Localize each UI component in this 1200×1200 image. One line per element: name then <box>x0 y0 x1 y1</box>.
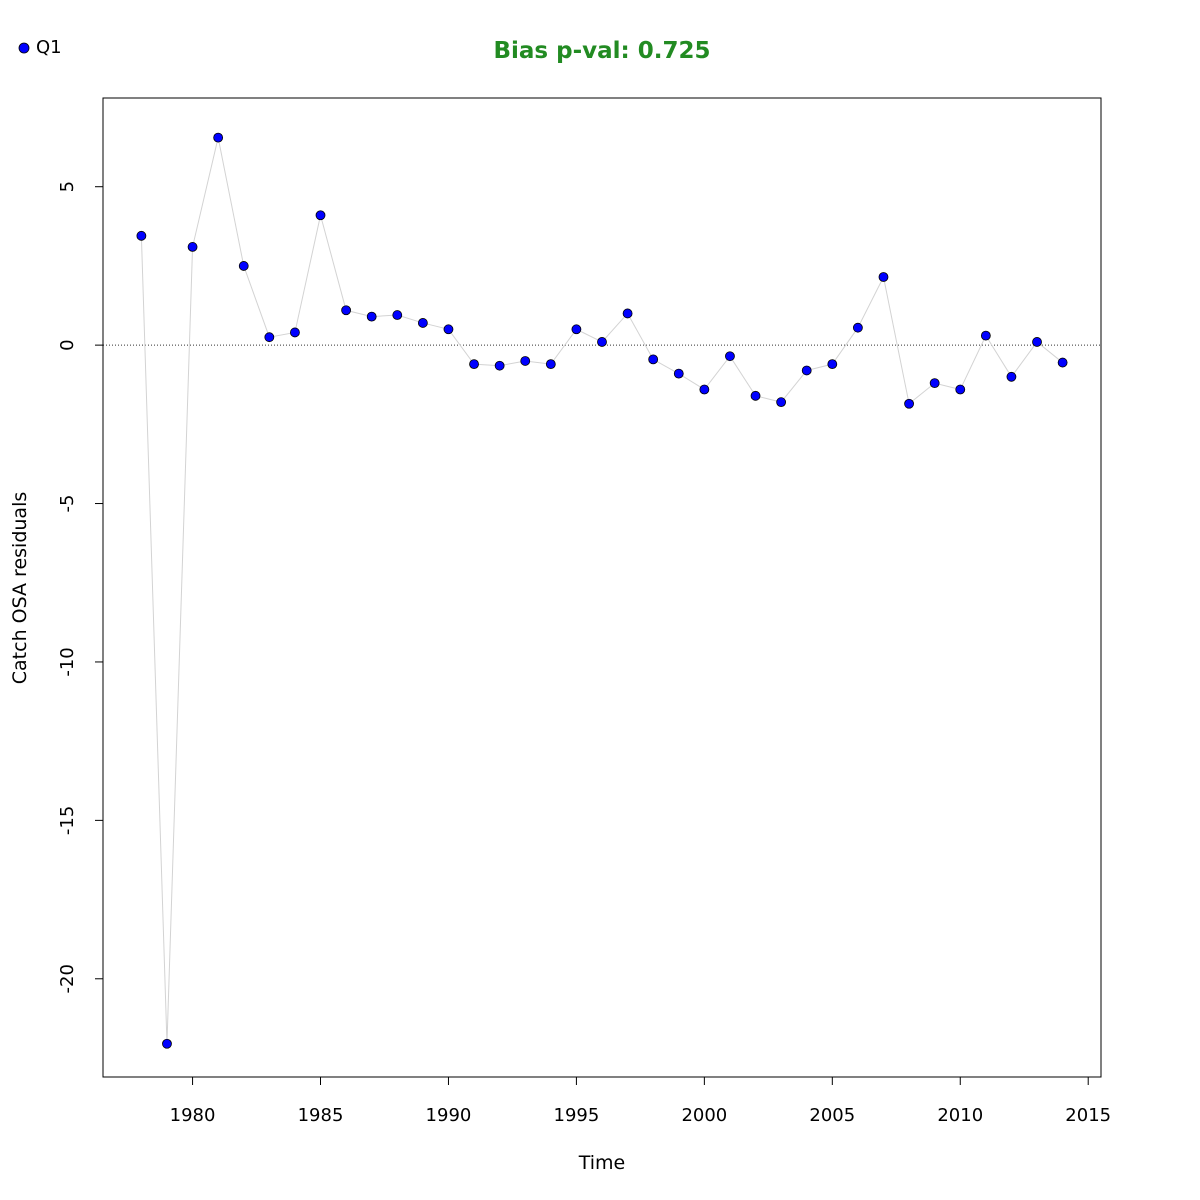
data-point <box>341 305 352 316</box>
y-tick-label: -10 <box>57 647 78 676</box>
data-point <box>725 351 735 362</box>
legend-label-q1: Q1 <box>36 37 62 58</box>
x-tick-label: 2010 <box>937 1105 983 1126</box>
x-tick-label: 2005 <box>809 1105 855 1126</box>
y-tick-label: 5 <box>57 181 78 192</box>
data-point <box>699 384 710 395</box>
data-point <box>315 210 326 221</box>
y-tick-label: -20 <box>57 964 78 993</box>
data-point <box>929 378 940 389</box>
data-point <box>648 354 659 365</box>
data-point <box>392 310 403 320</box>
data-point <box>776 397 787 408</box>
x-axis: 1980 1985 1990 1995 2000 2005 2010 2015 <box>170 1076 1111 1126</box>
data-point <box>238 261 249 271</box>
data-point <box>264 332 275 343</box>
data-point <box>571 324 582 335</box>
data-point <box>187 242 198 252</box>
data-point <box>1057 357 1068 368</box>
data-point <box>417 318 428 328</box>
data-point <box>545 359 556 370</box>
data-point <box>290 327 300 338</box>
y-tick-label: -15 <box>57 806 78 835</box>
data-point <box>980 330 991 341</box>
x-tick-label: 1990 <box>426 1105 472 1126</box>
y-tick-label: -5 <box>57 495 78 513</box>
data-point <box>597 337 607 347</box>
data-point <box>827 359 838 370</box>
x-tick-label: 1995 <box>554 1105 600 1126</box>
data-point <box>443 324 454 335</box>
x-tick-label: 1985 <box>298 1105 344 1126</box>
data-point <box>801 365 812 376</box>
series-line-q1 <box>140 137 1063 1044</box>
x-tick-label: 2015 <box>1065 1105 1111 1126</box>
data-point <box>366 311 377 322</box>
data-point <box>622 308 633 319</box>
data-point <box>878 272 889 282</box>
legend-marker-q1 <box>18 42 30 54</box>
series-layer <box>136 132 1068 1049</box>
y-axis: 5 0 -5 -10 -15 -20 <box>57 181 104 993</box>
data-point <box>1006 371 1017 382</box>
y-tick-label: 0 <box>57 339 78 350</box>
data-point <box>213 132 224 143</box>
data-point <box>750 390 761 401</box>
data-point <box>955 384 966 395</box>
x-axis-title: Time <box>578 1152 626 1174</box>
data-point <box>852 322 863 333</box>
data-point <box>904 398 914 409</box>
data-point <box>673 368 684 379</box>
chart-title: Bias p-val: 0.725 <box>494 38 711 64</box>
x-tick-label: 1980 <box>170 1105 216 1126</box>
data-point <box>1032 337 1042 347</box>
data-point <box>136 230 147 241</box>
x-tick-label: 2000 <box>681 1105 727 1126</box>
data-point <box>520 356 531 366</box>
data-point <box>469 359 479 370</box>
y-axis-title: Catch OSA residuals <box>9 492 31 684</box>
plot-frame <box>102 97 1102 1078</box>
data-point <box>494 360 505 371</box>
data-point <box>162 1038 172 1049</box>
legend: Q1 <box>18 37 62 58</box>
